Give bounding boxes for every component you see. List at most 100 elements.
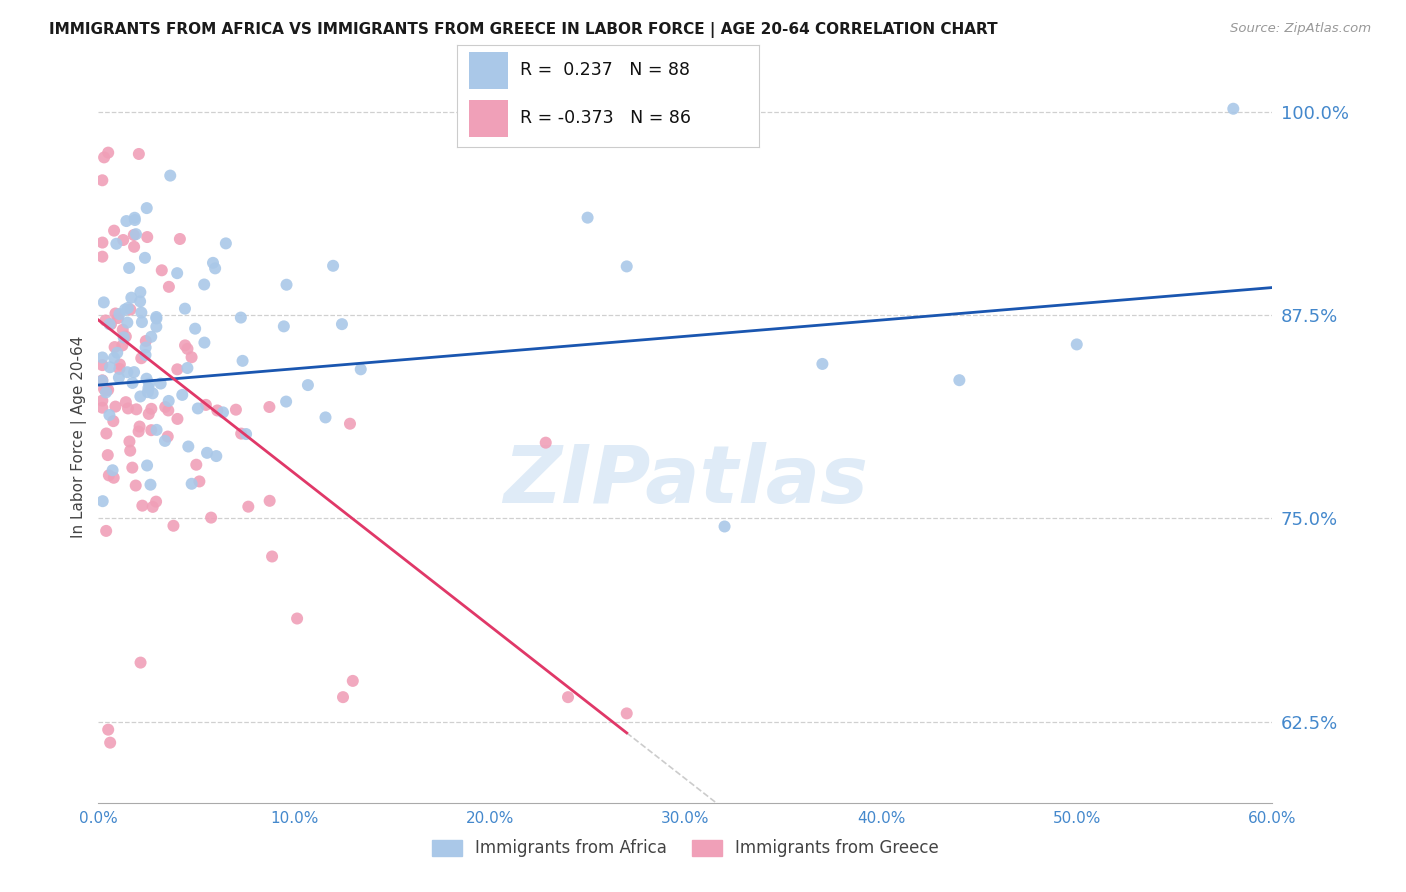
Point [105,345,128,359]
Point [339,417,361,431]
Point [215,236,238,251]
Point [135,341,157,355]
Point [93,150,115,164]
Point [1066,337,1088,351]
Point [145,319,167,334]
Point [534,435,557,450]
Point [103,414,125,428]
Point [108,362,131,376]
Text: R = -0.373   N = 86: R = -0.373 N = 86 [520,110,692,128]
Point [156,429,179,443]
Point [94,385,117,400]
Point [205,449,228,463]
Point [141,401,163,416]
Point [193,277,215,292]
Point [91,373,114,387]
Point [91,173,114,187]
Point [131,315,153,329]
Point [104,400,127,414]
Point [145,310,167,324]
Point [616,706,638,721]
Point [114,329,136,343]
Point [212,405,235,419]
Point [184,321,207,335]
Point [332,690,354,705]
Point [94,313,117,327]
Point [105,236,128,251]
Point [129,294,152,309]
Point [138,381,160,395]
Point [200,510,222,524]
Point [96,524,118,538]
Point [201,256,224,270]
Point [97,448,120,462]
Point [124,211,146,225]
Point [129,389,152,403]
Legend: Immigrants from Africa, Immigrants from Greece: Immigrants from Africa, Immigrants from … [425,832,946,864]
Point [330,317,353,331]
Point [276,394,298,409]
Point [713,845,735,859]
Point [232,354,254,368]
Point [297,378,319,392]
Point [101,463,124,477]
Point [108,358,131,372]
Point [115,214,138,228]
Point [259,493,281,508]
Point [108,307,131,321]
Point [276,277,298,292]
Point [120,302,142,317]
Point [225,402,247,417]
Point [155,400,177,414]
Point [166,362,188,376]
Point [713,519,735,533]
Point [811,357,834,371]
Point [188,475,211,489]
Point [129,656,152,670]
Point [125,478,148,492]
Point [122,227,145,242]
Bar [470,100,509,137]
Point [104,306,127,320]
Point [118,260,141,275]
Point [131,499,153,513]
Point [194,398,217,412]
Point [114,302,136,317]
Point [948,373,970,387]
Point [576,211,599,225]
Point [93,295,115,310]
Point [96,426,118,441]
Point [136,385,159,400]
Text: ZIPatlas: ZIPatlas [503,442,868,520]
Point [98,360,121,375]
Point [136,230,159,244]
Point [111,338,134,352]
Point [112,233,135,247]
Point [91,250,114,264]
Point [135,201,157,215]
Point [285,611,308,625]
Point [145,423,167,437]
Point [104,340,127,354]
Bar [470,52,509,88]
Point [98,736,121,750]
Point [91,358,114,372]
Point [125,402,148,417]
Point [235,427,257,442]
Point [98,408,121,422]
Point [97,145,120,160]
Point [169,232,191,246]
Point [150,263,173,277]
Point [117,301,139,315]
Point [128,147,150,161]
Point [831,804,853,818]
Point [131,305,153,319]
Point [91,374,114,388]
Point [273,319,295,334]
Point [149,376,172,391]
Point [121,460,143,475]
Point [259,400,281,414]
Point [93,382,115,396]
Point [135,334,157,348]
Point [136,458,159,473]
